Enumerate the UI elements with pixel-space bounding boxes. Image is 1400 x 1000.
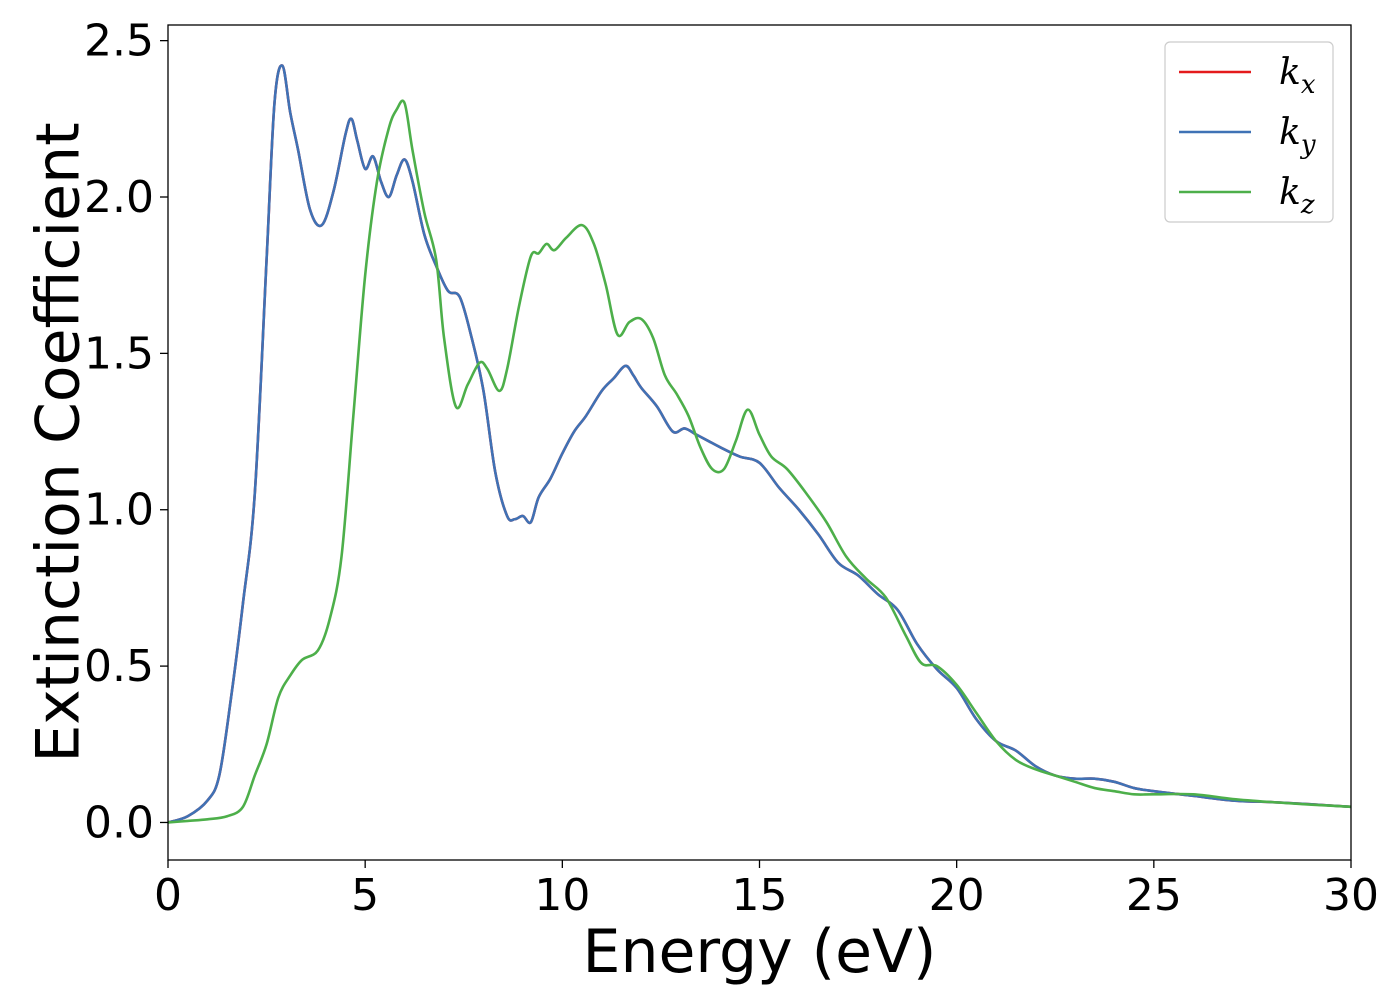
y-tick-label: 0.0 <box>84 797 154 848</box>
x-tick-label: 30 <box>1323 870 1379 921</box>
legend-item-y: ky <box>1179 112 1316 160</box>
legend-item-z: kz <box>1179 172 1315 220</box>
legend-label: ky <box>1279 112 1316 160</box>
legend-label-base: k <box>1279 112 1301 153</box>
x-tick-label: 10 <box>534 870 590 921</box>
legend-label-subscript: x <box>1301 70 1316 100</box>
y-axis-label: Extinction Coefficient <box>24 122 94 762</box>
legend-label-subscript: z <box>1300 190 1315 220</box>
legend-label-subscript: y <box>1300 130 1316 160</box>
x-axis-label: Energy (eV) <box>583 917 937 987</box>
legend-label: kz <box>1279 172 1315 220</box>
series-line-y <box>168 64 1351 824</box>
y-tick-label: 0.5 <box>84 641 154 692</box>
x-tick-label: 15 <box>732 870 788 921</box>
y-tick-label: 2.5 <box>84 16 154 67</box>
y-tick-label: 1.0 <box>84 485 154 536</box>
series-line-z <box>168 99 1351 824</box>
x-tick-label: 5 <box>351 870 379 921</box>
legend-label-base: k <box>1279 172 1301 213</box>
x-tick-label: 20 <box>929 870 985 921</box>
x-axis: 0 5 10 15 20 25 30 <box>154 860 1379 921</box>
series-layer <box>168 64 1351 824</box>
y-tick-label: 2.0 <box>84 172 154 223</box>
legend-label: kx <box>1279 52 1316 100</box>
legend-item-x: kx <box>1179 52 1316 100</box>
x-tick-label: 0 <box>154 870 182 921</box>
y-axis: 0.0 0.5 1.0 1.5 2.0 2.5 <box>84 16 168 848</box>
y-tick-label: 1.5 <box>84 328 154 379</box>
x-tick-label: 25 <box>1126 870 1182 921</box>
legend-label-base: k <box>1279 52 1301 93</box>
